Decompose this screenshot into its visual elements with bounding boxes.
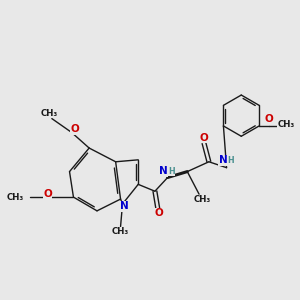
Text: N: N	[120, 201, 128, 211]
Text: N: N	[219, 155, 227, 165]
Text: O: O	[155, 208, 164, 218]
Text: H: H	[168, 167, 175, 176]
Text: O: O	[43, 189, 52, 199]
Text: O: O	[70, 124, 79, 134]
Text: CH₃: CH₃	[41, 109, 58, 118]
Text: O: O	[265, 115, 273, 124]
Text: N: N	[159, 166, 168, 176]
Text: H: H	[228, 156, 234, 165]
Text: CH₃: CH₃	[112, 227, 129, 236]
Text: CH₃: CH₃	[7, 193, 24, 202]
Text: O: O	[199, 133, 208, 143]
Text: CH₃: CH₃	[194, 195, 211, 204]
Text: CH₃: CH₃	[278, 120, 295, 129]
